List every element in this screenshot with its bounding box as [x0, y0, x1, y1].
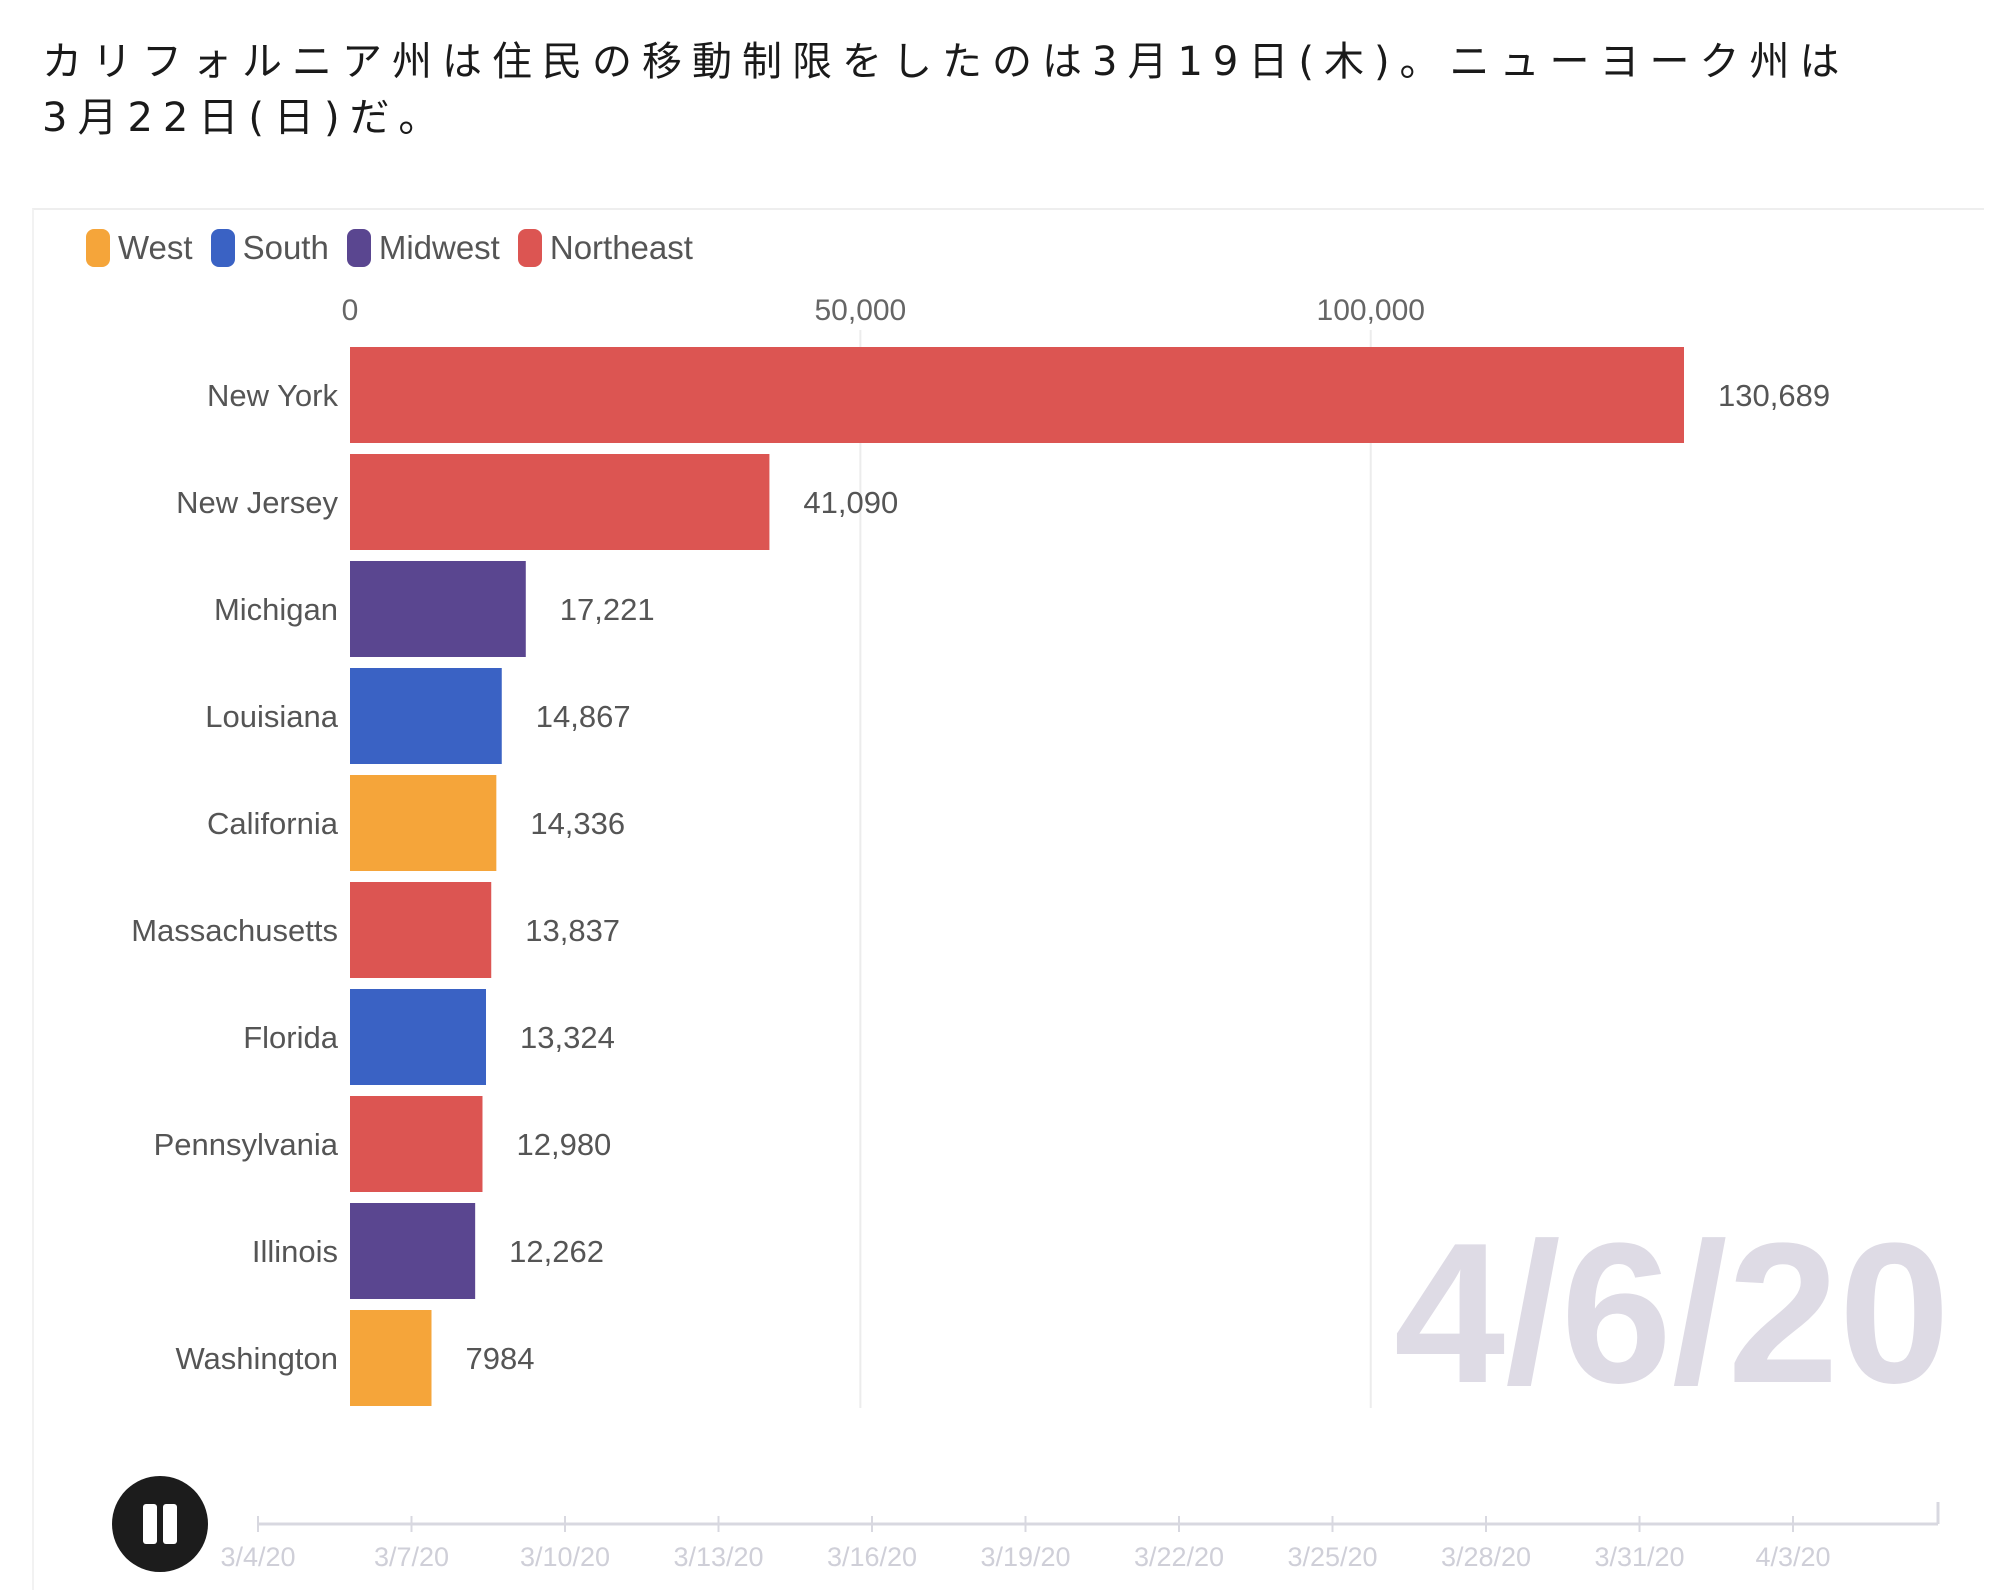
timeline-axis: 3/4/20 3/7/20 3/10/20 3/13/20 3/16/20 3/19/20… — [220, 1502, 1940, 1572]
value-label: 13,837 — [525, 913, 620, 948]
bar-new-york — [350, 347, 1684, 443]
legend-item-south[interactable]: South — [210, 229, 329, 267]
timeline-date-label: 3/4/20 — [220, 1542, 295, 1572]
timeline-date-label: 3/22/20 — [1134, 1542, 1224, 1572]
legend-item-midwest[interactable]: Midwest — [346, 229, 500, 267]
value-label: 13,324 — [520, 1020, 615, 1055]
timeline-date-label: 3/10/20 — [520, 1542, 610, 1572]
caption-text: カリフォルニア州は住民の移動制限をしたのは3月19日(木)。ニューヨーク州は3月… — [42, 39, 1850, 141]
current-date-watermark: 4/6/20 — [1394, 1202, 1950, 1425]
legend-label: Midwest — [378, 229, 500, 266]
bar-new-jersey — [350, 454, 770, 550]
legend-label: Northeast — [549, 229, 693, 266]
timeline-date-label: 4/3/20 — [1755, 1542, 1830, 1572]
bars: New York 130,689 New Jersey 41,090 Michigan 1… — [131, 347, 1830, 1406]
bar-illinois — [350, 1203, 476, 1299]
grid-lines — [859, 330, 1372, 1408]
value-label: 41,090 — [803, 485, 898, 520]
timeline-date-label: 3/28/20 — [1441, 1542, 1531, 1572]
legend-swatch — [517, 229, 542, 267]
value-label: 17,221 — [560, 592, 655, 627]
timeline-date-label: 3/7/20 — [374, 1542, 449, 1572]
category-label: Illinois — [252, 1234, 338, 1269]
legend-item-northeast[interactable]: Northeast — [517, 229, 693, 267]
value-label: 12,980 — [516, 1127, 611, 1162]
bar-louisiana — [350, 668, 502, 764]
pause-icon-right — [163, 1504, 177, 1544]
bar-california — [350, 775, 497, 871]
value-label: 130,689 — [1718, 378, 1830, 413]
legend: West South Midwest Northeast — [86, 226, 711, 270]
legend-swatch — [210, 229, 235, 267]
pause-button[interactable] — [112, 1476, 208, 1572]
category-label: Louisiana — [205, 699, 338, 734]
value-label: 14,336 — [530, 806, 625, 841]
legend-item-west[interactable]: West — [86, 229, 193, 267]
bar-florida — [350, 989, 487, 1085]
x-tick-label: 100,000 — [1317, 294, 1425, 327]
timeline-date-label: 3/13/20 — [673, 1542, 763, 1572]
x-tick-label: 0 — [342, 294, 359, 327]
bar-massachusetts — [350, 882, 492, 978]
category-label: California — [207, 806, 339, 841]
chart-frame — [32, 208, 1984, 1590]
bar-pennsylvania — [350, 1096, 483, 1192]
category-label: Massachusetts — [131, 913, 338, 948]
value-label: 7984 — [465, 1341, 534, 1376]
x-tick-label: 50,000 — [814, 294, 906, 327]
bar-michigan — [350, 561, 526, 657]
category-label: Michigan — [214, 592, 338, 627]
legend-label: West — [118, 229, 193, 266]
x-axis-ticks: 0 50,000 100,000 — [342, 294, 1425, 327]
legend-swatch — [346, 229, 371, 267]
category-label: Pennsylvania — [154, 1127, 339, 1162]
timeline-date-label: 3/16/20 — [827, 1542, 917, 1572]
category-label: Florida — [243, 1020, 339, 1055]
pause-icon — [143, 1504, 157, 1544]
legend-swatch — [86, 229, 110, 267]
timeline-date-label: 3/19/20 — [980, 1542, 1070, 1572]
timeline-date-label: 3/31/20 — [1594, 1542, 1684, 1572]
category-label: Washington — [175, 1341, 338, 1376]
value-label: 12,262 — [509, 1234, 604, 1269]
category-label: New York — [207, 378, 338, 413]
bar-washington — [350, 1310, 432, 1406]
value-label: 14,867 — [536, 699, 631, 734]
legend-label: South — [242, 229, 329, 266]
category-label: New Jersey — [176, 485, 338, 520]
timeline-date-label: 3/25/20 — [1287, 1542, 1377, 1572]
